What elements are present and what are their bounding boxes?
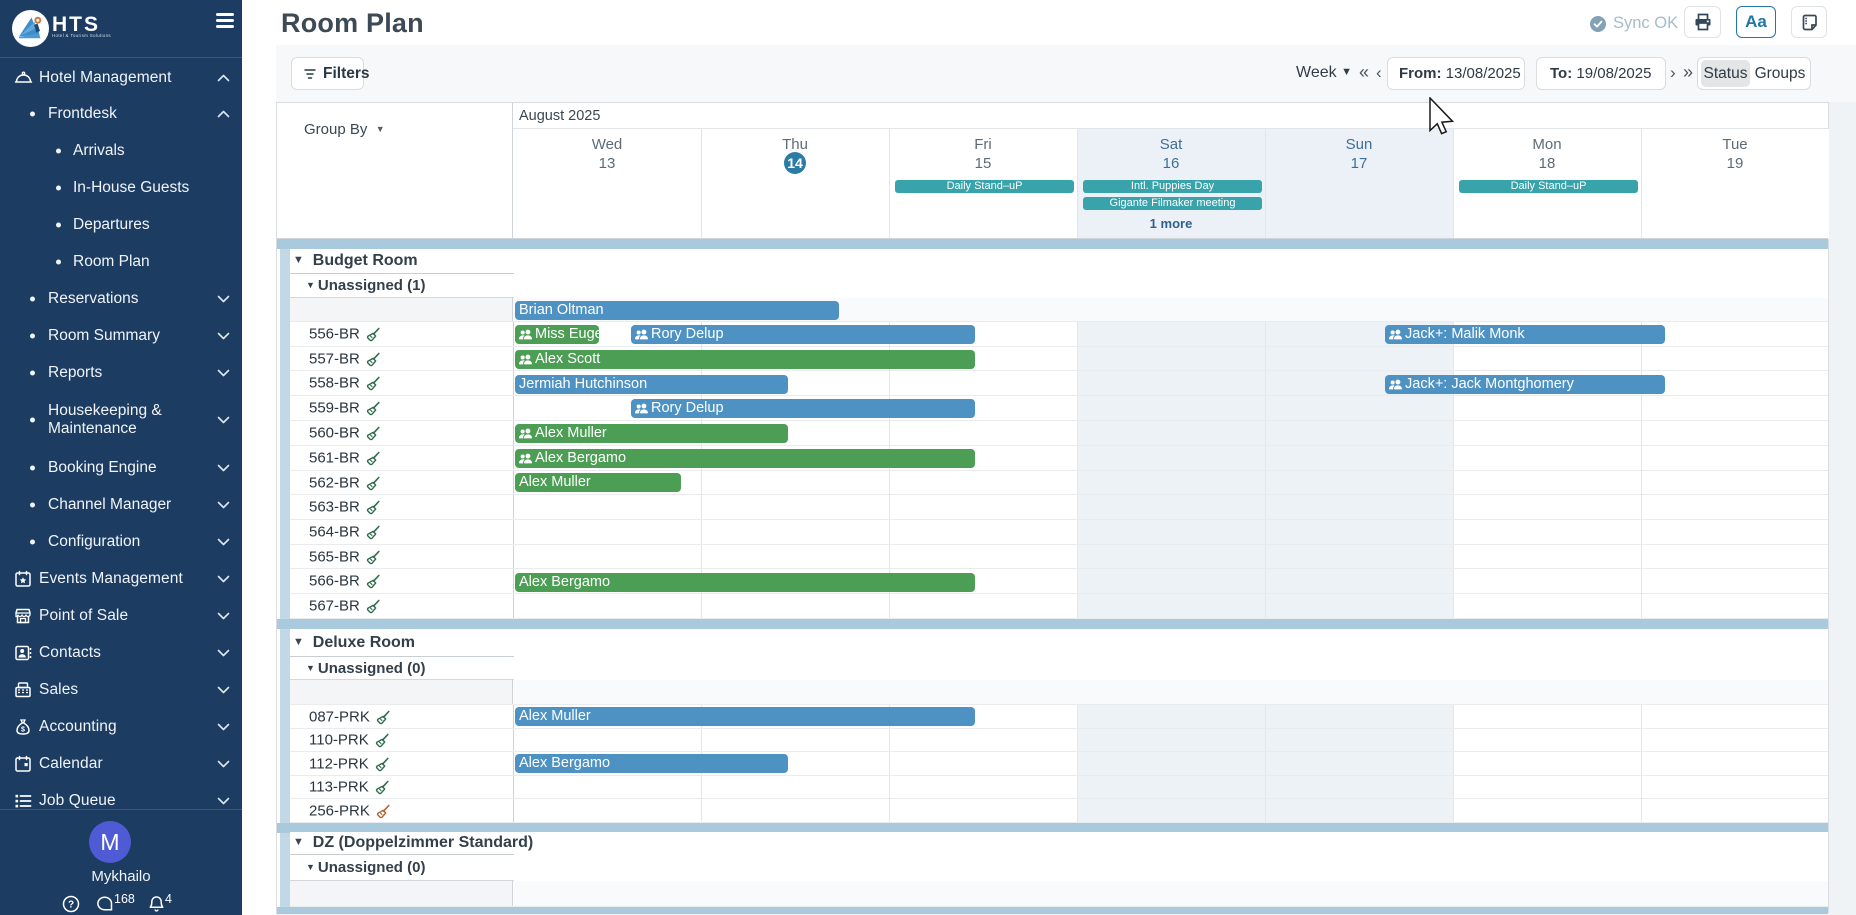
svg-text:?: ? bbox=[68, 900, 74, 911]
svg-text:$: $ bbox=[21, 726, 25, 733]
